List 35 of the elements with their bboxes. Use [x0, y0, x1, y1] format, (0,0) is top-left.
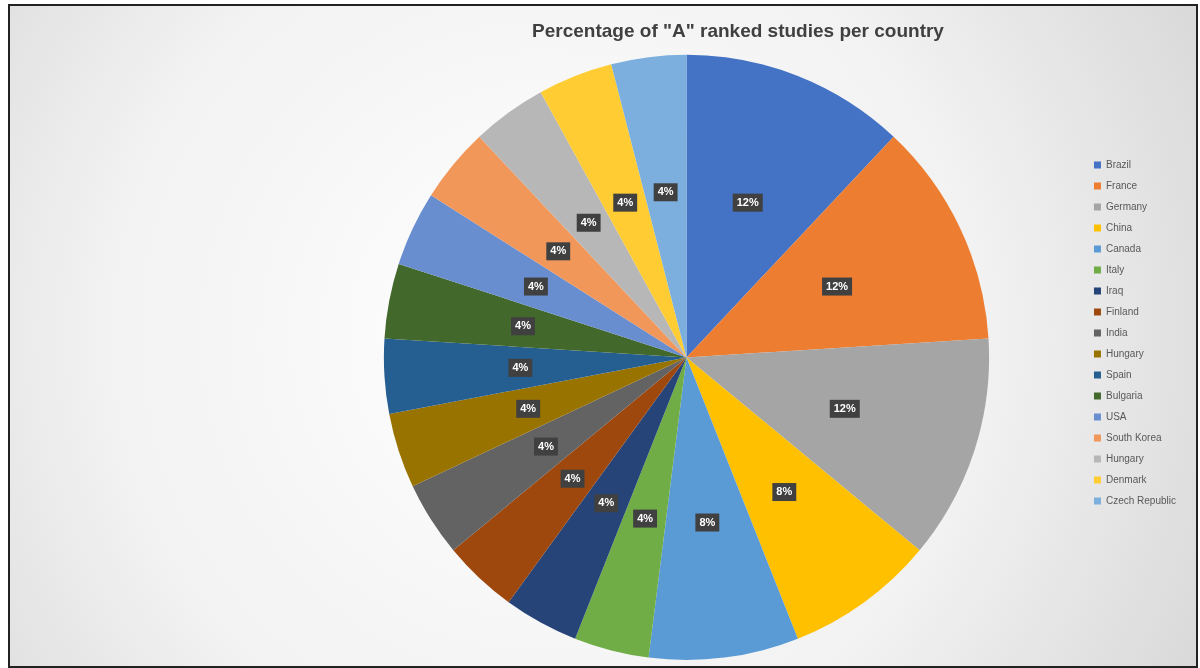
legend-label: Iraq [1105, 284, 1124, 296]
legend-label: Hungary [1105, 347, 1144, 359]
legend-label: Hungary [1105, 452, 1144, 464]
legend-label: France [1105, 179, 1138, 191]
legend-label: USA [1105, 410, 1127, 422]
legend-label: China [1105, 221, 1133, 233]
data-label: 4% [617, 195, 634, 208]
data-label: 4% [580, 215, 597, 228]
legend-label: Finland [1105, 305, 1139, 317]
legend-label: South Korea [1105, 431, 1162, 443]
legend-label: Czech Republic [1105, 494, 1177, 506]
legend-label: Brazil [1105, 158, 1131, 170]
data-label: 4% [550, 244, 567, 257]
chart-title: Percentage of "A" ranked studies per country [532, 19, 945, 41]
legend-label: Italy [1105, 263, 1125, 275]
legend-label: Bulgaria [1105, 389, 1144, 401]
data-label: 4% [515, 319, 532, 332]
data-label: 4% [564, 471, 581, 484]
data-label: 4% [527, 279, 545, 292]
data-label: 4% [598, 496, 615, 509]
legend-label: Germany [1105, 200, 1148, 212]
data-label: 8% [699, 515, 716, 528]
data-label: 12% [736, 195, 759, 208]
data-label: 4% [637, 511, 654, 524]
legend-label: India [1105, 326, 1129, 338]
legend-label: Canada [1105, 242, 1142, 254]
data-label: 4% [512, 360, 529, 373]
data-label: 4% [657, 185, 674, 198]
data-label: 12% [826, 279, 849, 292]
data-label: 8% [776, 485, 793, 498]
data-label: 4% [538, 439, 555, 452]
data-label: 4% [520, 401, 537, 414]
data-label: 12% [833, 401, 856, 414]
legend-label: Denmark [1105, 473, 1148, 485]
legend-label: Spain [1105, 368, 1132, 380]
